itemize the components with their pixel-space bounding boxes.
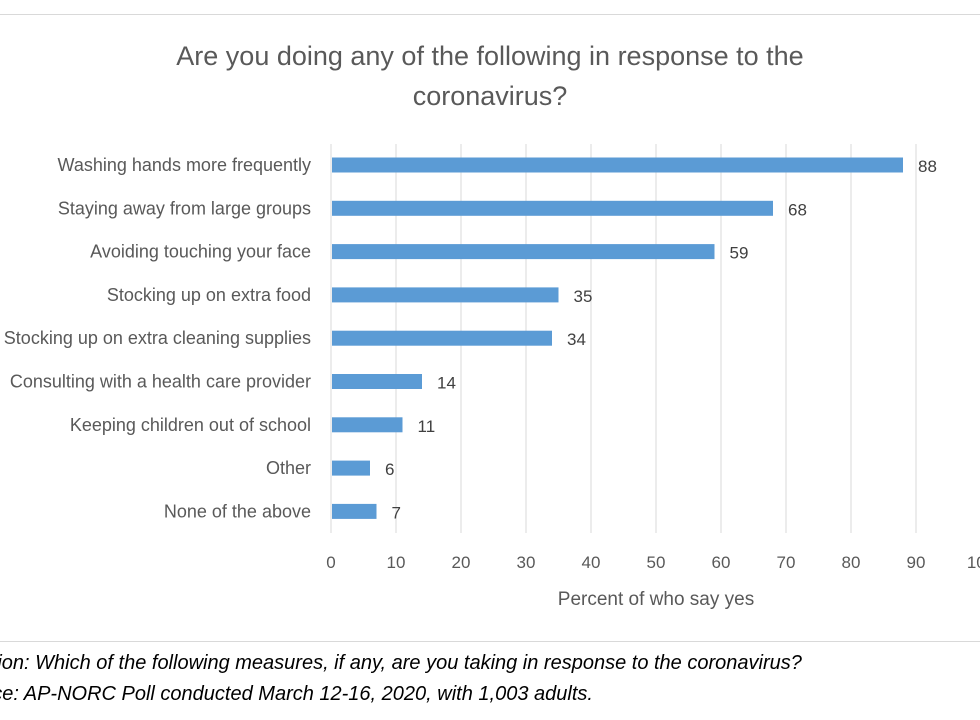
x-tick-label: 20: [452, 553, 471, 572]
bar-chart: 0 10 20 30 40 50 60 70 80 90 100 Washing hands more…: [4, 144, 980, 610]
x-tick-label: 30: [517, 553, 536, 572]
question-caption-text: Question: Which of the following measure…: [0, 652, 802, 674]
bars: [332, 157, 903, 519]
x-tick-label: 70: [777, 553, 796, 572]
chart-title: Are you doing any of the following in re…: [0, 36, 980, 116]
x-tick-label: 90: [907, 553, 926, 572]
value-label: 35: [574, 287, 593, 306]
x-tick-label: 50: [647, 553, 666, 572]
source-caption-text: Source: AP-NORC Poll conducted March 12-…: [0, 683, 593, 705]
x-tick-label: 0: [326, 553, 335, 572]
x-tick-label: 10: [387, 553, 406, 572]
x-tick-label: 60: [712, 553, 731, 572]
value-label: 34: [567, 330, 586, 349]
category-label: None of the above: [164, 501, 311, 521]
bar: [332, 374, 422, 389]
value-label: 88: [918, 157, 937, 176]
category-label: Stocking up on extra food: [107, 285, 311, 305]
bar: [332, 244, 715, 260]
bar: [332, 200, 773, 216]
x-tick-label: 80: [842, 553, 861, 572]
category-label: Keeping children out of school: [70, 415, 311, 435]
value-label: 7: [392, 503, 401, 522]
x-axis-title: Percent of who say yes: [558, 589, 754, 610]
category-label: Consulting with a health care provider: [10, 372, 311, 392]
value-label: 68: [788, 200, 807, 219]
top-divider: [0, 14, 980, 15]
chart-title-line-1: Are you doing any of the following in re…: [176, 41, 804, 71]
question-caption: Question: Which of the following measure…: [0, 650, 980, 676]
category-label: Staying away from large groups: [58, 198, 311, 218]
bar: [332, 460, 370, 476]
category-label: Washing hands more frequently: [58, 155, 311, 175]
value-label: 11: [418, 417, 436, 436]
chart-title-line-2: coronavirus?: [412, 81, 568, 111]
bar: [332, 287, 559, 303]
category-label: Other: [266, 458, 311, 478]
x-tick-label: 100: [967, 553, 980, 572]
bar: [332, 417, 403, 433]
bar: [332, 503, 377, 519]
value-label: 6: [385, 460, 394, 479]
bottom-divider: [0, 641, 980, 642]
labels: 0 10 20 30 40 50 60 70 80 90 100 Washing hands more…: [4, 155, 980, 572]
bar: [332, 157, 903, 173]
value-label: 59: [730, 244, 749, 263]
category-label: Stocking up on extra cleaning supplies: [4, 328, 311, 348]
bar: [332, 330, 552, 346]
source-caption: Source: AP-NORC Poll conducted March 12-…: [0, 681, 980, 707]
category-label: Avoiding touching your face: [90, 242, 311, 262]
x-tick-label: 40: [582, 553, 601, 572]
value-label: 14: [437, 374, 456, 393]
